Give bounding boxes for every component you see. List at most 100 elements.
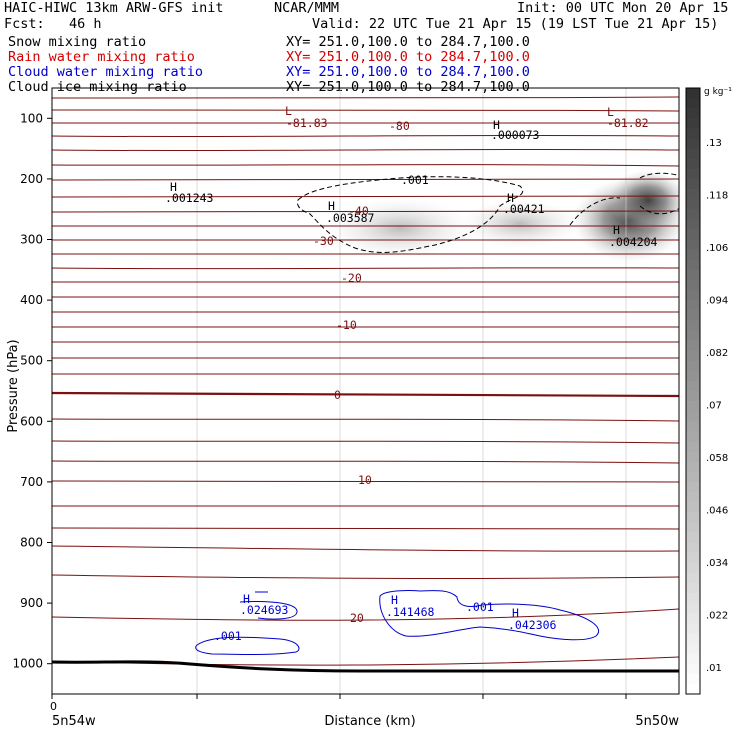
contour-value: .000073 bbox=[491, 128, 540, 142]
colorbar-segment bbox=[686, 380, 700, 392]
contour-value: .00421 bbox=[503, 202, 545, 216]
colorbar-segment bbox=[686, 512, 700, 523]
x-ticks bbox=[51, 694, 627, 699]
colorbar-segment bbox=[686, 219, 700, 230]
colorbar-segment bbox=[686, 158, 700, 170]
low-marker: L bbox=[607, 105, 614, 119]
colorbar-segment bbox=[686, 199, 700, 210]
contour-value: .141468 bbox=[386, 605, 435, 619]
colorbar-segment bbox=[686, 138, 700, 150]
colorbar-segment bbox=[686, 330, 700, 342]
colorbar-segment bbox=[686, 350, 700, 362]
high-marker: H bbox=[243, 592, 250, 606]
colorbar-segment bbox=[686, 683, 700, 695]
colorbar-tick-label: .106 bbox=[706, 243, 728, 254]
legend-cloud-xy: XY= 251.0,100.0 to 284.7,100.0 bbox=[286, 64, 530, 80]
colorbar-segment bbox=[686, 593, 700, 604]
colorbar-segment bbox=[686, 542, 700, 554]
y-tick-label: 100 bbox=[20, 111, 43, 125]
colorbar-segment bbox=[686, 481, 700, 493]
x-zero-label: 0 bbox=[50, 700, 57, 713]
valid-time: Valid: 22 UTC Tue 21 Apr 15 (19 LST Tue … bbox=[312, 16, 719, 32]
temp-label: -10 bbox=[336, 318, 357, 332]
title-left: HAIC-HIWC 13km ARW-GFS init bbox=[4, 0, 224, 16]
colorbar-segment bbox=[686, 502, 700, 513]
contour-value: .024693 bbox=[240, 603, 289, 617]
contour-value: .001 bbox=[214, 629, 242, 643]
temp-label: -80 bbox=[389, 119, 410, 133]
colorbar-segment bbox=[686, 249, 700, 261]
y-tick-label: 600 bbox=[20, 414, 43, 428]
colorbar-segment bbox=[686, 360, 700, 372]
temp-label: 10 bbox=[358, 473, 372, 487]
colorbar-segment bbox=[686, 189, 700, 200]
colorbar-segment bbox=[686, 552, 700, 564]
x-axis-label: Distance (km) bbox=[324, 714, 415, 729]
colorbar-tick-label: .01 bbox=[706, 663, 722, 674]
contour-value: .004204 bbox=[609, 235, 658, 249]
contour-value: .042306 bbox=[508, 618, 557, 632]
colorbar-segment bbox=[686, 431, 700, 443]
colorbar-segment bbox=[686, 663, 700, 675]
plot-frame bbox=[51, 87, 680, 695]
colorbar-segment bbox=[686, 653, 700, 665]
colorbar-segment bbox=[686, 411, 700, 422]
cloud-water-contours bbox=[195, 590, 599, 655]
colorbar-segment bbox=[686, 522, 700, 533]
colorbar-segment bbox=[686, 370, 700, 382]
temp-label: -40 bbox=[348, 204, 369, 218]
high-marker: H bbox=[170, 180, 177, 194]
colorbar-segment bbox=[686, 259, 700, 271]
colorbar-segment bbox=[686, 562, 700, 574]
colorbar-segment bbox=[686, 148, 700, 160]
colorbar-tick-label: .118 bbox=[706, 191, 728, 202]
colorbar-segment bbox=[686, 391, 700, 402]
y-tick-label: 800 bbox=[20, 536, 43, 550]
colorbar-tick-label: .022 bbox=[706, 611, 728, 622]
contour-value: .001 bbox=[466, 600, 494, 614]
high-marker: H bbox=[493, 118, 500, 132]
colorbar-ticks: .13 .118 .106 .094 .082 .07 .058 .046 .034 .022 .0… bbox=[706, 138, 728, 674]
colorbar-segment bbox=[686, 451, 700, 463]
colorbar-segment bbox=[686, 269, 700, 281]
colorbar-segment bbox=[686, 572, 700, 584]
high-marker: H bbox=[512, 606, 519, 620]
high-marker: H bbox=[507, 191, 514, 205]
x-left-label: 5n54w bbox=[52, 714, 96, 729]
colorbar-unit: g kg⁻¹ bbox=[704, 87, 732, 97]
legend-rain-xy: XY= 251.0,100.0 to 284.7,100.0 bbox=[286, 49, 530, 65]
forecast-hour: Fcst: 46 h bbox=[4, 16, 102, 32]
legend-ice-xy: XY= 251.0,100.0 to 284.7,100.0 bbox=[286, 79, 530, 95]
y-axis-label: Pressure (hPa) bbox=[6, 339, 21, 432]
colorbar-segment bbox=[686, 320, 700, 331]
colorbar-segment bbox=[686, 532, 700, 544]
y-tick-label: 400 bbox=[20, 293, 43, 307]
temp-label: 20 bbox=[350, 611, 364, 625]
temp-label: -81.82 bbox=[607, 116, 649, 130]
colorbar-segment bbox=[686, 178, 700, 190]
colorbar-segment bbox=[686, 98, 700, 109]
x-right-label: 5n50w bbox=[635, 714, 679, 729]
colorbar-segment bbox=[686, 643, 700, 655]
y-tick-label: 500 bbox=[20, 354, 43, 368]
temperature-labels: -81.83 -80 -81.82 -40 -30 -20 -10 0 10 2… bbox=[286, 116, 649, 625]
colorbar-segment bbox=[686, 441, 700, 453]
colorbar-segment bbox=[686, 623, 700, 634]
legend-snow-xy: XY= 251.0,100.0 to 284.7,100.0 bbox=[286, 34, 530, 50]
colorbar-segment bbox=[686, 209, 700, 220]
x-gridlines bbox=[196, 88, 627, 694]
colorbar-segment bbox=[686, 613, 700, 624]
colorbar-segment bbox=[686, 128, 700, 140]
colorbar-segment bbox=[686, 310, 700, 321]
colorbar-segment bbox=[686, 118, 700, 129]
temp-label: -81.83 bbox=[286, 116, 328, 130]
org-label: NCAR/MMM bbox=[274, 0, 340, 16]
y-tick-label: 700 bbox=[20, 475, 43, 489]
legend-ice-label: Cloud ice mixing ratio bbox=[8, 79, 187, 95]
low-marker: L bbox=[285, 104, 292, 118]
colorbar-segment bbox=[686, 461, 700, 473]
temp-label: -30 bbox=[313, 234, 334, 248]
contour-value: .001243 bbox=[165, 191, 214, 205]
colorbar-segment bbox=[686, 471, 700, 483]
